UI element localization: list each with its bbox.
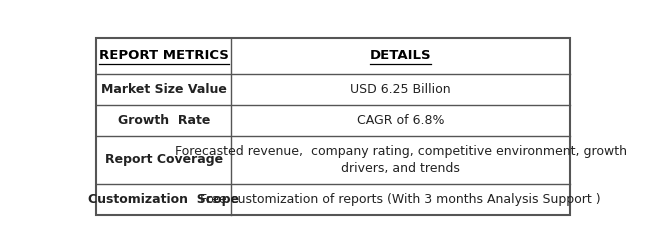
Text: USD 6.25 Billion: USD 6.25 Billion bbox=[350, 83, 451, 96]
Text: Market Size Value: Market Size Value bbox=[101, 83, 227, 96]
Text: Free customization of reports (With 3 months Analysis Support ): Free customization of reports (With 3 mo… bbox=[200, 193, 601, 206]
Text: CAGR of 6.8%: CAGR of 6.8% bbox=[357, 114, 445, 127]
Text: Forecasted revenue,  company rating, competitive environment, growth
drivers, an: Forecasted revenue, company rating, comp… bbox=[175, 145, 627, 175]
Text: Growth  Rate: Growth Rate bbox=[118, 114, 210, 127]
Text: Report Coverage: Report Coverage bbox=[105, 154, 223, 166]
Text: Customization  Scope: Customization Scope bbox=[88, 193, 239, 206]
Text: REPORT METRICS: REPORT METRICS bbox=[99, 49, 229, 62]
Text: DETAILS: DETAILS bbox=[370, 49, 432, 62]
